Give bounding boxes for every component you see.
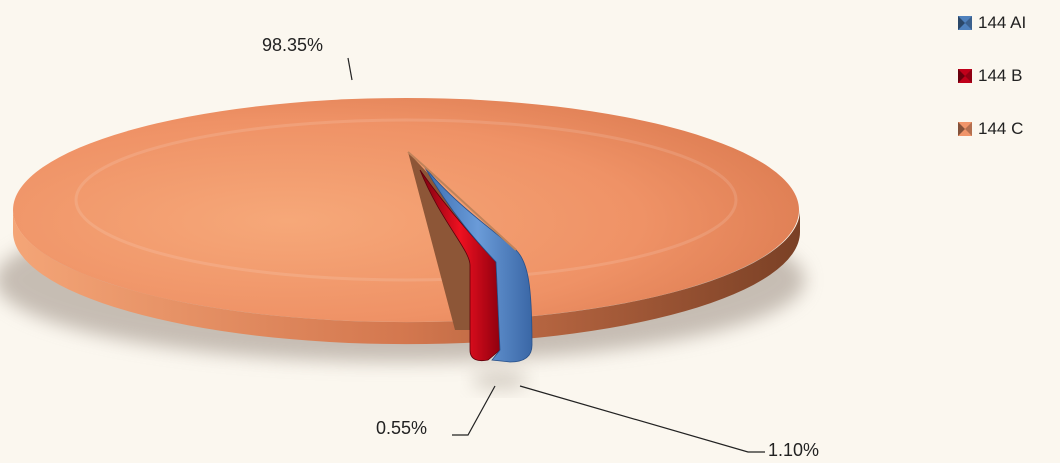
- data-label-144-ai: 1.10%: [768, 440, 819, 460]
- data-label-144-b: 0.55%: [376, 418, 427, 438]
- slice-144-ai: [423, 165, 533, 363]
- legend-label: 144 B: [978, 66, 1023, 85]
- legend-item-144-c: 144 C: [958, 116, 1026, 142]
- data-label-144-c: 98.35%: [262, 35, 323, 55]
- leader-line-144-b: [452, 385, 496, 436]
- small-slice-shadow: [472, 371, 528, 389]
- legend-swatch-icon: [958, 16, 972, 30]
- slice-gap: [408, 152, 490, 330]
- slice-144-c-side: [13, 210, 800, 345]
- leader-line-144-c: [347, 57, 353, 81]
- legend-swatch-icon: [958, 69, 972, 83]
- legend-label: 144 AI: [978, 13, 1027, 32]
- legend: 144 AI 144 B 144 C: [958, 10, 1026, 169]
- leader-line-144-ai: [519, 385, 765, 453]
- pie-bevel: [74, 118, 738, 282]
- legend-item-144-ai: 144 AI: [958, 10, 1026, 36]
- slice-144-b: [419, 169, 501, 362]
- slice-edge: [407, 151, 517, 251]
- legend-swatch-icon: [958, 122, 972, 136]
- slice-144-c: [13, 98, 799, 322]
- legend-label: 144 C: [978, 119, 1024, 138]
- legend-item-144-b: 144 B: [958, 63, 1026, 89]
